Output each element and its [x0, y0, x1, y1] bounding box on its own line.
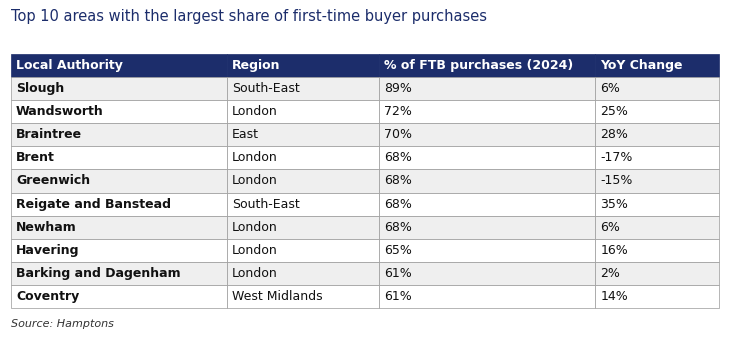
Text: 68%: 68% [384, 151, 412, 164]
Text: Brent: Brent [16, 151, 55, 164]
Text: Slough: Slough [16, 82, 64, 95]
Text: 2%: 2% [600, 267, 620, 280]
Text: 65%: 65% [384, 244, 412, 257]
Text: 68%: 68% [384, 174, 412, 188]
Text: 61%: 61% [384, 267, 412, 280]
Text: Havering: Havering [16, 244, 80, 257]
Text: 16%: 16% [600, 244, 628, 257]
Text: South-East: South-East [232, 198, 300, 211]
Text: 72%: 72% [384, 105, 412, 118]
Text: Reigate and Banstead: Reigate and Banstead [16, 198, 171, 211]
Text: YoY Change: YoY Change [600, 59, 683, 72]
Text: Greenwich: Greenwich [16, 174, 91, 188]
Text: London: London [232, 244, 278, 257]
Text: London: London [232, 105, 278, 118]
Text: 61%: 61% [384, 290, 412, 303]
Text: London: London [232, 174, 278, 188]
Text: 68%: 68% [384, 221, 412, 234]
Text: 68%: 68% [384, 198, 412, 211]
Text: West Midlands: West Midlands [232, 290, 323, 303]
Text: London: London [232, 151, 278, 164]
Text: London: London [232, 221, 278, 234]
Text: Braintree: Braintree [16, 128, 82, 141]
Text: 14%: 14% [600, 290, 628, 303]
Text: Newham: Newham [16, 221, 77, 234]
Text: East: East [232, 128, 259, 141]
Text: Source: Hamptons: Source: Hamptons [11, 319, 114, 329]
Text: 70%: 70% [384, 128, 412, 141]
Text: Region: Region [232, 59, 280, 72]
Text: % of FTB purchases (2024): % of FTB purchases (2024) [384, 59, 574, 72]
Text: Local Authority: Local Authority [16, 59, 123, 72]
Text: 28%: 28% [600, 128, 628, 141]
Text: London: London [232, 267, 278, 280]
Text: -17%: -17% [600, 151, 633, 164]
Text: Wandsworth: Wandsworth [16, 105, 104, 118]
Text: Top 10 areas with the largest share of first-time buyer purchases: Top 10 areas with the largest share of f… [11, 9, 487, 24]
Text: 89%: 89% [384, 82, 412, 95]
Text: Coventry: Coventry [16, 290, 80, 303]
Text: Barking and Dagenham: Barking and Dagenham [16, 267, 181, 280]
Text: 6%: 6% [600, 221, 620, 234]
Text: -15%: -15% [600, 174, 633, 188]
Text: 25%: 25% [600, 105, 628, 118]
Text: 6%: 6% [600, 82, 620, 95]
Text: 35%: 35% [600, 198, 628, 211]
Text: South-East: South-East [232, 82, 300, 95]
